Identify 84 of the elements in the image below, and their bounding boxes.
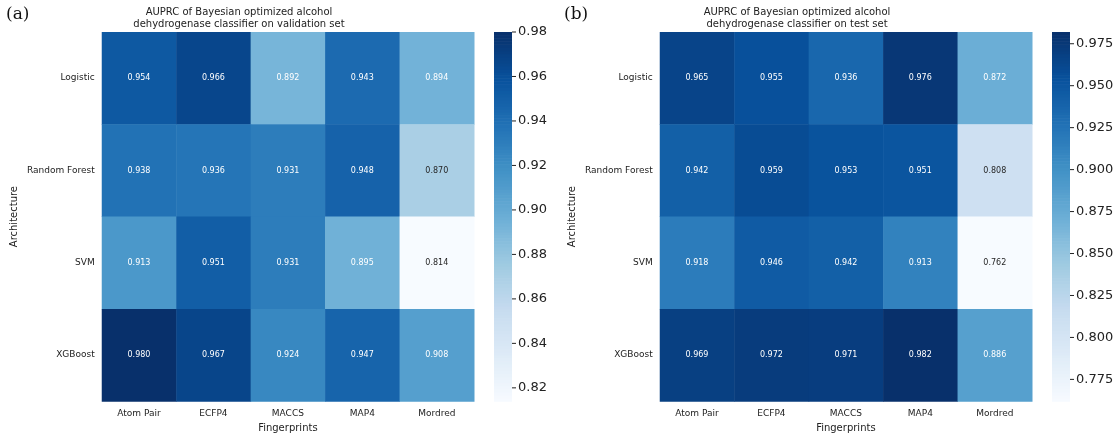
data-label: 0.931 (276, 165, 300, 175)
chart-title: AUPRC of Bayesian optimized alcohol dehydrogenase classifier on test set (703, 5, 891, 29)
color-bar-label: 0.84 (518, 334, 547, 350)
data-label: 0.895 (350, 257, 374, 267)
chart-title: AUPRC of Bayesian optimized alcohol dehydrogenase classifier on validation set (133, 5, 345, 29)
text: (a) (6, 2, 30, 23)
data-label: 0.948 (350, 165, 374, 175)
y-tick-label: Logistic (60, 72, 95, 83)
x-tick-label: ECFP4 (199, 407, 228, 418)
data-label: 0.967 (201, 350, 225, 360)
color-bar-label: 0.875 (1076, 202, 1114, 218)
data-label: 0.951 (201, 257, 225, 267)
color-bar-label: 0.900 (1076, 160, 1114, 176)
data-label: 0.972 (759, 350, 783, 360)
x-tick-label: Mordred (418, 407, 456, 418)
data-label: 0.947 (350, 350, 374, 360)
y-tick-label: XGBoost (614, 349, 654, 360)
x-axis-title: Fingerprints (816, 421, 876, 433)
data-label: 0.918 (685, 257, 709, 267)
data-label: 0.980 (127, 350, 151, 360)
color-bar-label: 0.94 (518, 112, 547, 128)
y-tick-label: SVM (633, 257, 653, 268)
color-bar-label: 0.800 (1076, 328, 1114, 344)
color-bar-label: 0.98 (518, 23, 547, 39)
data-label: 0.931 (276, 257, 300, 267)
y-tick-label: Random Forest (26, 164, 96, 175)
color-bar-label: 0.950 (1076, 77, 1114, 93)
data-label: 0.936 (201, 165, 225, 175)
data-label: 0.943 (350, 73, 374, 83)
color-bar-label: 0.82 (518, 379, 547, 395)
data-label: 0.808 (983, 165, 1007, 175)
data-label: 0.966 (201, 73, 225, 83)
data-label: 0.953 (834, 165, 858, 175)
y-tick-label: SVM (75, 257, 95, 268)
x-tick-label: Atom Pair (675, 407, 719, 418)
y-axis-title: Architecture (565, 185, 577, 248)
y-tick-label: XGBoost (56, 349, 96, 360)
color-bar-label: 0.86 (518, 290, 547, 306)
data-label: 0.969 (685, 350, 709, 360)
data-label: 0.982 (908, 350, 932, 360)
y-tick-label: Logistic (618, 72, 653, 83)
text: (b) (564, 2, 589, 23)
x-tick-label: ECFP4 (757, 407, 786, 418)
data-label: 0.959 (759, 165, 783, 175)
data-label: 0.965 (685, 73, 709, 83)
data-label: 0.971 (834, 350, 858, 360)
color-bar-label: 0.96 (518, 67, 547, 83)
x-tick-label: MAP4 (349, 407, 376, 418)
color-bar-label: 0.850 (1076, 244, 1114, 260)
color-bar-label: 0.88 (518, 245, 547, 261)
data-label: 0.886 (983, 350, 1007, 360)
color-bar-label: 0.925 (1076, 119, 1114, 135)
color-bar-label: 0.825 (1076, 286, 1114, 302)
x-tick-label: MACCS (271, 407, 305, 418)
data-label: 0.942 (834, 257, 858, 267)
data-label: 0.976 (908, 73, 932, 83)
data-label: 0.924 (276, 350, 300, 360)
color-bar-label: 0.775 (1076, 370, 1114, 386)
y-axis-title: Architecture (7, 185, 19, 248)
x-tick-label: Atom Pair (117, 407, 161, 418)
x-axis-title: Fingerprints (258, 421, 318, 433)
x-tick-label: MACCS (829, 407, 863, 418)
data-label: 0.936 (834, 73, 858, 83)
x-tick-label: Mordred (976, 407, 1014, 418)
y-tick-label: Random Forest (584, 164, 654, 175)
data-label: 0.954 (127, 73, 151, 83)
data-label: 0.951 (908, 165, 932, 175)
data-label: 0.946 (759, 257, 783, 267)
data-label: 0.913 (908, 257, 932, 267)
data-label: 0.942 (685, 165, 709, 175)
color-bar-label: 0.92 (518, 156, 547, 172)
data-label: 0.908 (425, 350, 449, 360)
data-label: 0.814 (425, 257, 449, 267)
data-label: 0.913 (127, 257, 151, 267)
data-label: 0.938 (127, 165, 151, 175)
x-tick-label: MAP4 (907, 407, 934, 418)
data-label: 0.892 (276, 73, 300, 83)
data-label: 0.894 (425, 73, 449, 83)
data-label: 0.955 (759, 73, 783, 83)
color-bar-label: 0.975 (1076, 35, 1114, 51)
data-label: 0.870 (425, 165, 449, 175)
data-label: 0.762 (983, 257, 1007, 267)
data-label: 0.872 (983, 73, 1007, 83)
color-bar-label: 0.90 (518, 201, 547, 217)
